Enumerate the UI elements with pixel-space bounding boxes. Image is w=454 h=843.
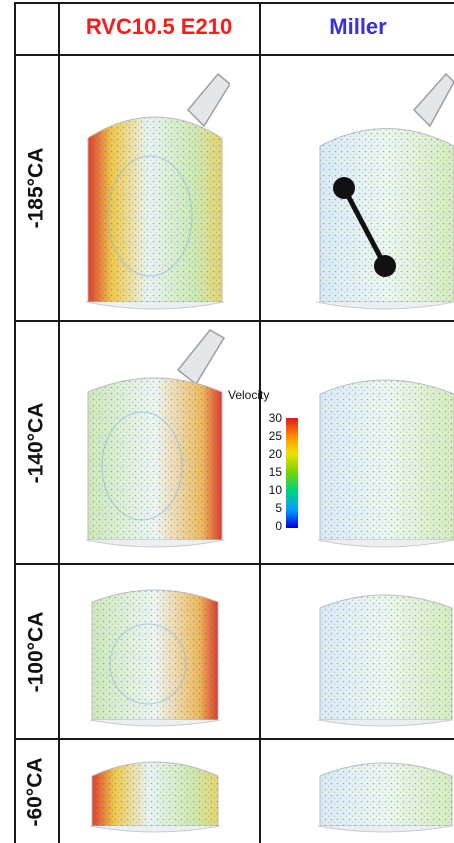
- row-label-100-text: -100°CA: [24, 611, 48, 692]
- grid-line: [14, 738, 454, 740]
- row-label-185-text: -185°CA: [24, 147, 48, 229]
- column-header-rvc: RVC10.5 E210: [60, 2, 258, 52]
- column-header-miller-label: Miller: [329, 14, 387, 39]
- miller-60-flow-image: [312, 746, 454, 838]
- legend-tick: 10: [268, 483, 282, 497]
- rvc-100-flow-image: [84, 572, 226, 734]
- miller-140-flow-image: [312, 326, 454, 558]
- column-header-miller: Miller: [262, 2, 454, 52]
- piston-crank-icon: [333, 177, 396, 277]
- legend-tick: 5: [275, 501, 282, 515]
- grid-line: [14, 54, 454, 56]
- velocity-legend: Velocity 30 25 20 15 10 5 0: [228, 388, 308, 540]
- legend-title: Velocity: [228, 388, 270, 402]
- miller-100-flow-image: [312, 572, 454, 734]
- row-label-140-text: -140°CA: [24, 402, 48, 483]
- row-label-100: -100°CA: [14, 565, 58, 738]
- rvc-185-flow-image: [80, 66, 230, 316]
- grid-line: [14, 563, 454, 565]
- row-label-60-text: -60°CA: [24, 756, 47, 827]
- legend-color-bar: [286, 418, 298, 528]
- miller-185-flow-image: [310, 66, 454, 316]
- legend-tick: 15: [268, 465, 282, 479]
- grid-line: [14, 320, 454, 322]
- grid-line: [14, 2, 454, 4]
- rvc-140-flow-image: [80, 326, 230, 558]
- legend-tick: 25: [268, 429, 282, 443]
- rvc-60-flow-image: [84, 746, 226, 838]
- legend-tick: 0: [275, 519, 282, 533]
- column-header-rvc-label: RVC10.5 E210: [85, 14, 233, 39]
- row-label-185: -185°CA: [14, 56, 58, 320]
- grid-line: [259, 2, 261, 843]
- grid-line: [58, 2, 60, 843]
- grid-line: [14, 2, 16, 843]
- legend-tick: 20: [268, 447, 282, 461]
- row-label-60: -60°CA: [14, 740, 58, 843]
- legend-tick: 30: [268, 411, 282, 425]
- row-label-140: -140°CA: [14, 322, 58, 563]
- valve-icon: [176, 329, 226, 386]
